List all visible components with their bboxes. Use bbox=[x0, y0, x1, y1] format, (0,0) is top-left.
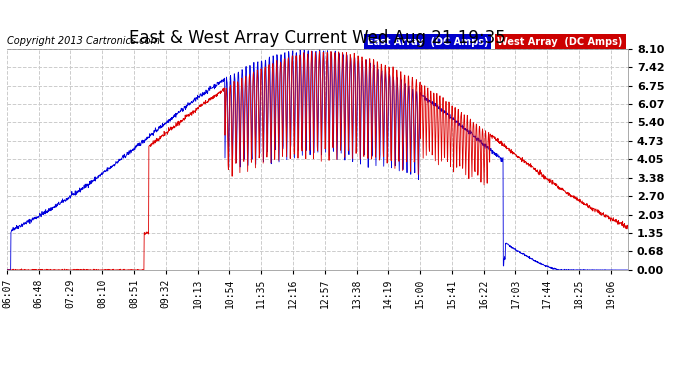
Text: Copyright 2013 Cartronics.com: Copyright 2013 Cartronics.com bbox=[7, 36, 160, 46]
Text: West Array  (DC Amps): West Array (DC Amps) bbox=[497, 36, 623, 46]
Title: East & West Array Current Wed Aug 21 19:35: East & West Array Current Wed Aug 21 19:… bbox=[129, 29, 506, 47]
Text: East Array  (DC Amps): East Array (DC Amps) bbox=[367, 36, 489, 46]
